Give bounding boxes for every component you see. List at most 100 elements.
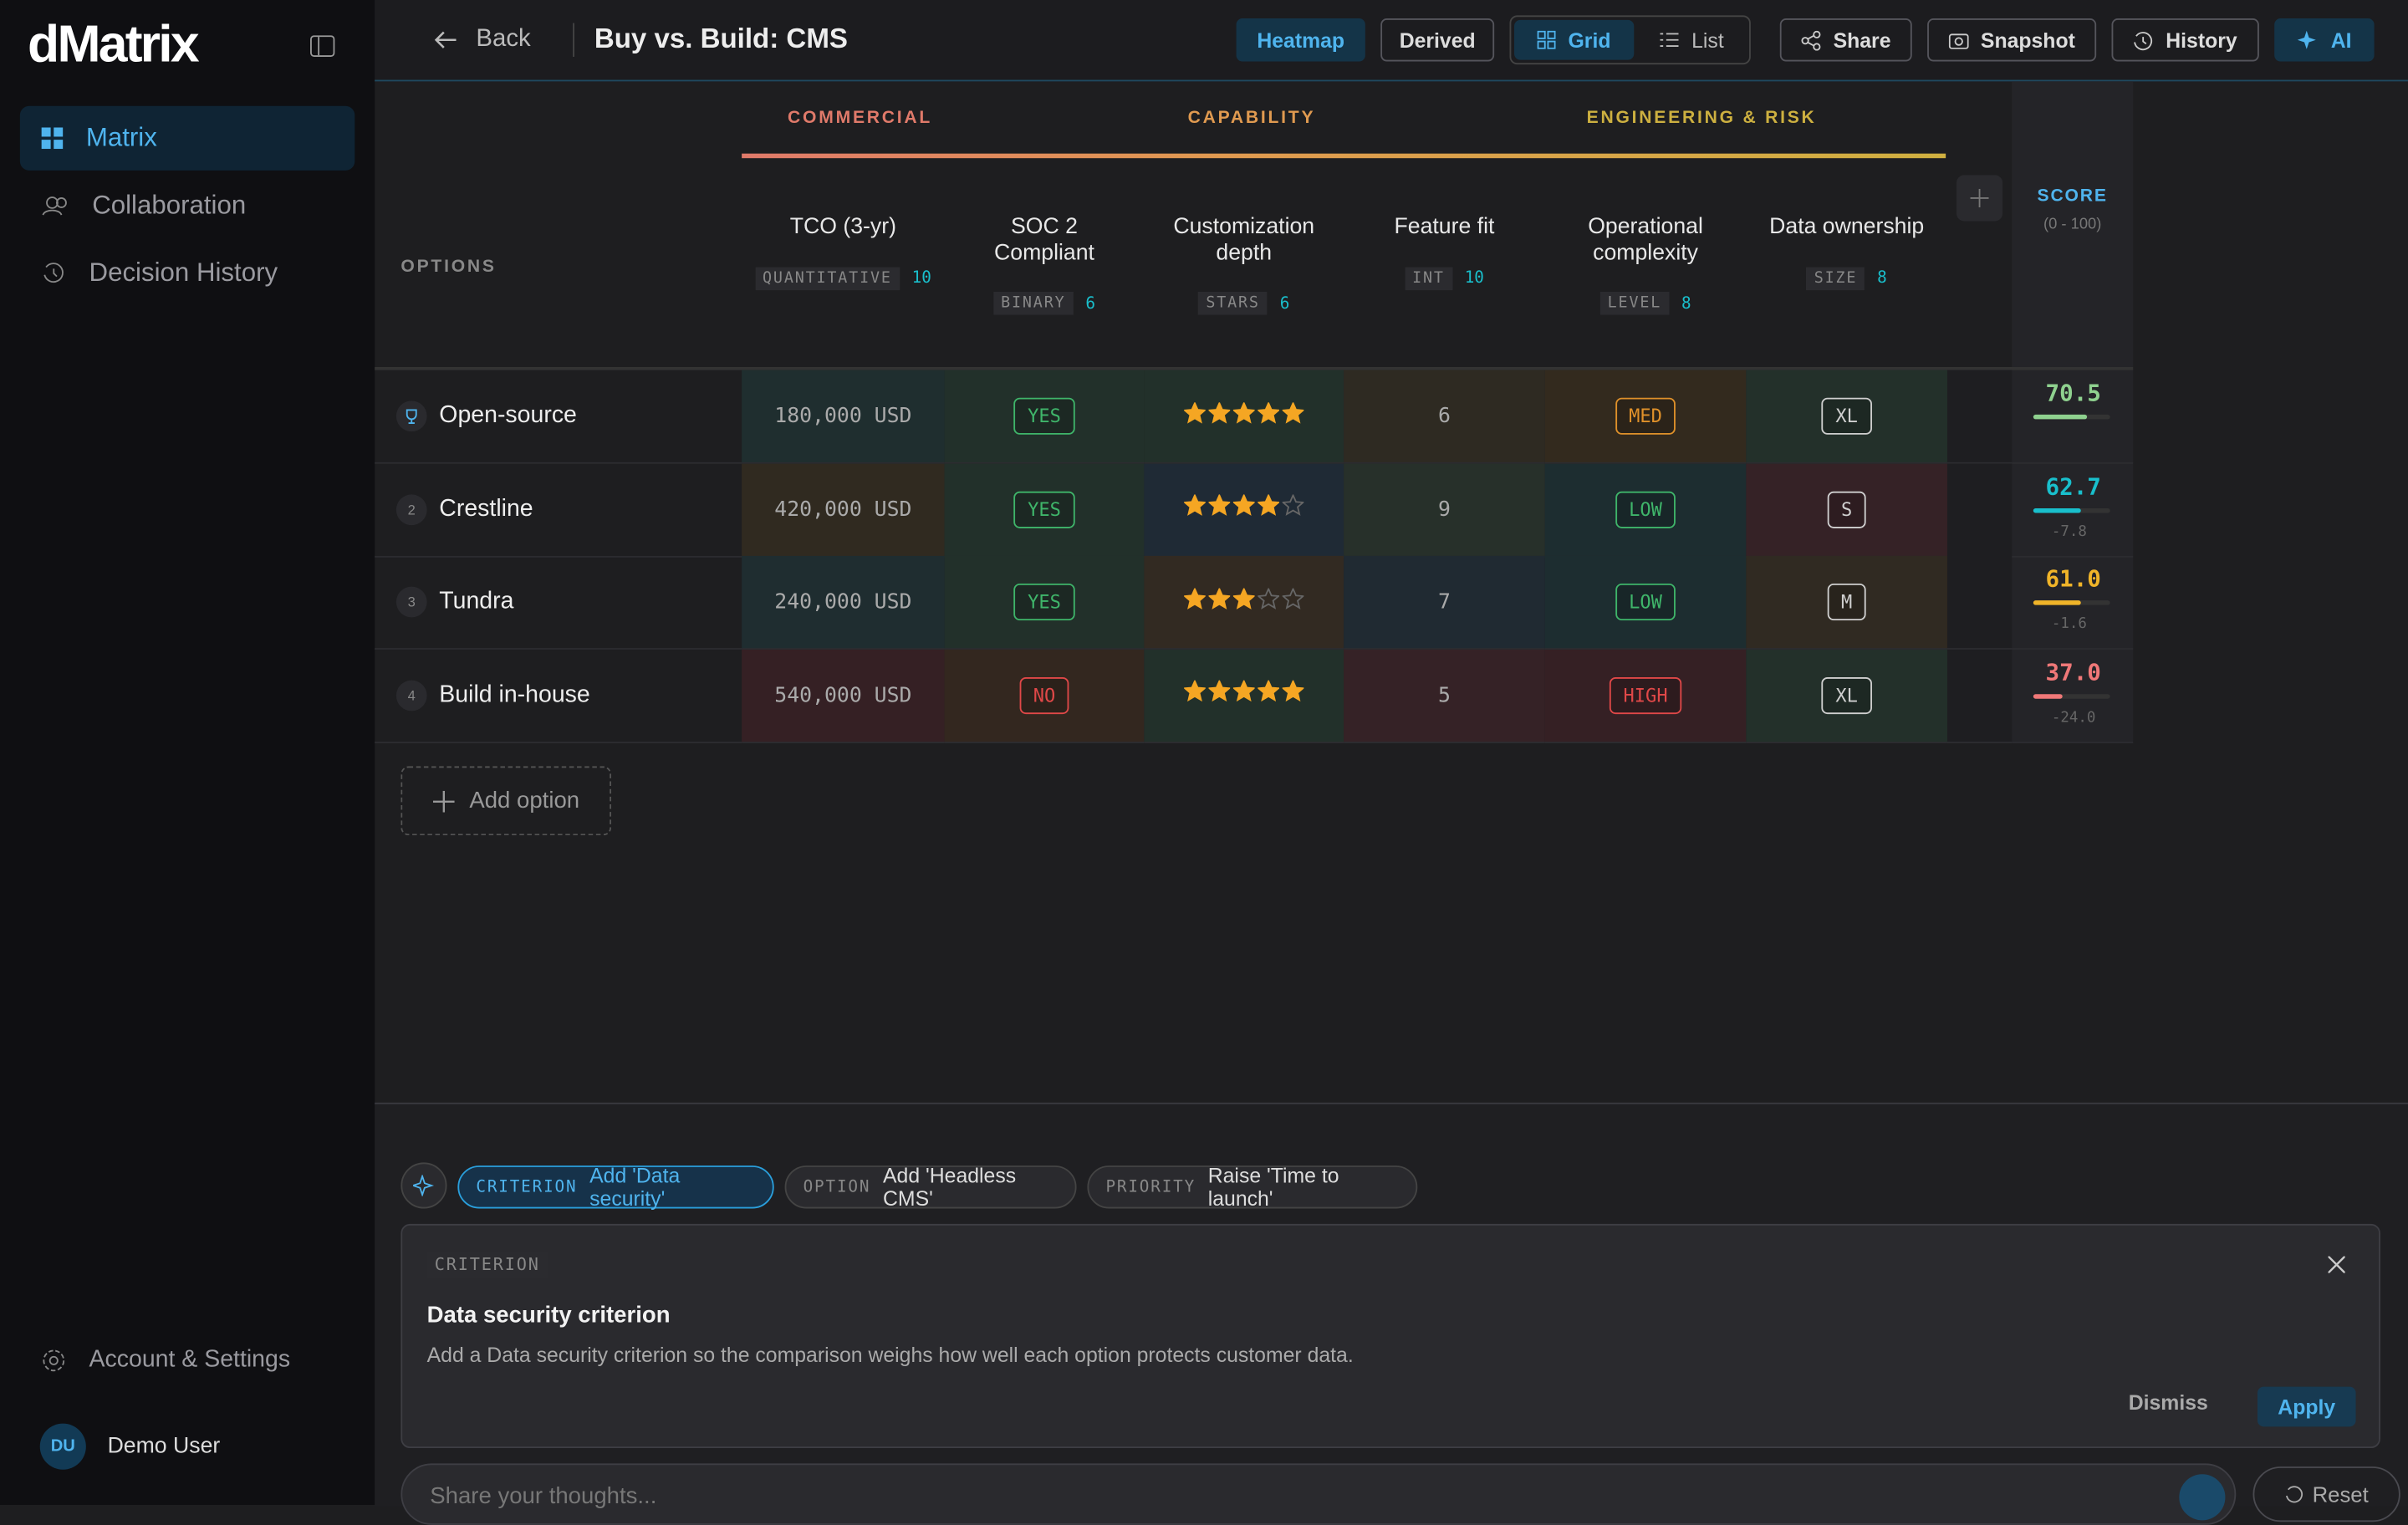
icon xyxy=(1537,30,1556,49)
chip-text: Raise 'Time to launch' xyxy=(1207,1164,1339,1211)
matrix-cell[interactable]: YES xyxy=(944,462,1145,557)
criterion-header[interactable]: SOC 2 Compliant BINARY 6 xyxy=(945,215,1145,315)
matrix-cell[interactable]: XL xyxy=(1746,370,1947,464)
nav-item[interactable]: Decision History xyxy=(20,241,355,305)
option-name[interactable]: Tundra xyxy=(439,588,514,615)
matrix-cell[interactable] xyxy=(1144,555,1344,650)
history-button[interactable]: History xyxy=(2111,18,2259,62)
back-button[interactable]: Back xyxy=(433,26,531,54)
matrix-cell[interactable]: HIGH xyxy=(1544,649,1747,743)
trophy-icon xyxy=(406,409,417,424)
matrix-cell[interactable]: YES xyxy=(944,555,1145,650)
score-cell: 62.7 -7.8 xyxy=(2012,463,2134,557)
card-tag: CRITERION xyxy=(426,1251,548,1278)
score-value: 70.5 xyxy=(2045,379,2101,407)
star xyxy=(1207,679,1232,710)
cell-value: 180,000 USD xyxy=(774,404,912,429)
rank: 2 xyxy=(395,493,427,525)
collapse-icon[interactable] xyxy=(310,35,335,57)
dismiss-button[interactable]: Dismiss xyxy=(2128,1391,2208,1415)
matrix-cell[interactable]: LOW xyxy=(1544,462,1747,557)
matrix-cell[interactable]: 7 xyxy=(1344,555,1545,650)
star xyxy=(1232,679,1256,710)
criterion-header[interactable]: Customization depth STARS 6 xyxy=(1144,215,1344,315)
matrix-cell[interactable]: 5 xyxy=(1344,649,1545,743)
logo[interactable]: dMatrix xyxy=(28,15,200,74)
matrix-cell[interactable]: YES xyxy=(944,370,1145,464)
criterion-name: Feature fit xyxy=(1394,215,1495,240)
score-track xyxy=(2033,693,2110,698)
matrix-cell[interactable]: LOW xyxy=(1544,555,1747,650)
suggestion-chip[interactable]: CRITERION Add 'Data security' xyxy=(457,1164,774,1210)
cell-badge: HIGH xyxy=(1609,676,1682,714)
label: List xyxy=(1691,28,1724,52)
close-icon[interactable] xyxy=(2328,1256,2345,1273)
matrix-cell[interactable]: 240,000 USD xyxy=(742,555,945,650)
star-rating xyxy=(1182,493,1305,523)
cell-value: 540,000 USD xyxy=(774,682,912,707)
option-name[interactable]: Build in-house xyxy=(439,681,590,707)
matrix-cell[interactable]: M xyxy=(1746,555,1947,650)
option-name[interactable]: Open-source xyxy=(439,402,577,429)
share-button[interactable]: Share xyxy=(1779,18,1912,62)
derived-toggle[interactable]: Derived xyxy=(1380,18,1495,62)
matrix-cell[interactable]: S xyxy=(1746,462,1947,557)
criterion-type: INT xyxy=(1404,266,1453,290)
nav-item[interactable]: Collaboration xyxy=(20,174,355,238)
card-body: Add a Data security criterion so the com… xyxy=(426,1344,1354,1367)
matrix-cell[interactable] xyxy=(1144,649,1344,743)
matrix-cell[interactable]: 9 xyxy=(1344,462,1545,557)
add-option[interactable]: Add option xyxy=(400,766,612,836)
criterion-header[interactable]: Operational complexity LEVEL 8 xyxy=(1545,215,1747,315)
star xyxy=(1281,586,1305,617)
option-name[interactable]: Crestline xyxy=(439,495,533,522)
apply-button[interactable]: Apply xyxy=(2258,1386,2356,1427)
matrix-cell[interactable]: 420,000 USD xyxy=(742,462,945,557)
reset-button[interactable]: Reset xyxy=(2252,1466,2400,1522)
criterion-header[interactable]: Feature fit INT 10 xyxy=(1344,215,1545,290)
header-border xyxy=(375,366,2134,370)
heatmap-toggle[interactable]: Heatmap xyxy=(1236,18,1365,62)
label: Snapshot xyxy=(1980,28,2075,52)
star xyxy=(1232,586,1256,617)
matrix-cell[interactable] xyxy=(1144,370,1344,464)
settings-link[interactable]: Account & Settings xyxy=(20,1329,355,1393)
cell-badge: YES xyxy=(1013,490,1075,528)
star-rating xyxy=(1182,679,1305,710)
icon xyxy=(2285,1486,2303,1503)
chip-text: Add 'Headless CMS' xyxy=(883,1164,1017,1211)
grid-view[interactable]: Grid xyxy=(1514,19,1635,60)
ai-button[interactable]: AI xyxy=(2274,18,2375,62)
snapshot-button[interactable]: Snapshot xyxy=(1927,18,2097,62)
matrix-cell[interactable]: 540,000 USD xyxy=(742,649,945,743)
suggestion-chip[interactable]: OPTION Add 'Headless CMS' xyxy=(784,1164,1077,1211)
chat-input[interactable]: Share your thoughts... xyxy=(400,1463,2237,1525)
matrix-cell[interactable]: MED xyxy=(1544,370,1747,464)
list-view[interactable]: List xyxy=(1640,20,1745,60)
chip-tag: CRITERION xyxy=(476,1177,578,1196)
cell-badge: YES xyxy=(1013,397,1075,435)
matrix-cell[interactable]: 180,000 USD xyxy=(742,370,945,464)
settings-label: Account & Settings xyxy=(89,1346,291,1374)
score-bar xyxy=(2033,507,2082,513)
cell-badge: XL xyxy=(1821,397,1872,435)
cell-badge: NO xyxy=(1019,676,1069,714)
matrix-cell[interactable]: 6 xyxy=(1344,370,1545,464)
user-name: Demo User xyxy=(107,1434,221,1459)
criterion-header[interactable]: TCO (3-yr) QUANTITATIVE 10 xyxy=(742,215,944,290)
nav-item[interactable]: Matrix xyxy=(19,105,355,171)
matrix-cell[interactable]: XL xyxy=(1746,649,1947,743)
star xyxy=(1182,586,1207,617)
avatar[interactable]: DU xyxy=(39,1423,86,1470)
label: History xyxy=(2166,28,2237,52)
send-button[interactable] xyxy=(2179,1474,2226,1521)
add-criterion[interactable] xyxy=(1956,175,2003,222)
star xyxy=(1232,400,1256,431)
matrix-cell[interactable]: NO xyxy=(944,649,1145,743)
label: Add option xyxy=(469,788,580,814)
suggestion-chip[interactable]: PRIORITY Raise 'Time to launch' xyxy=(1087,1164,1418,1211)
criterion-header[interactable]: Data ownership SIZE 8 xyxy=(1746,215,1947,290)
matrix-cell[interactable] xyxy=(1144,462,1344,557)
star xyxy=(1182,679,1207,710)
